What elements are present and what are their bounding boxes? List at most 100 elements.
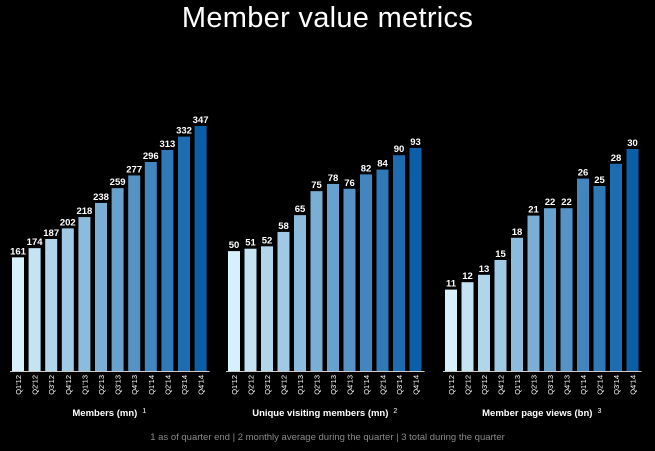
chart-2-data-label: 76 [344,178,355,189]
footnote: 1 as of quarter end | 2 monthly average … [150,432,505,443]
chart-1-bar [178,136,190,371]
chart-1-tick-label: Q3'13 [114,375,123,395]
chart-3-data-label: 22 [561,197,572,208]
chart-3-tick-label: Q3'14 [612,375,621,395]
chart-3-tick-label: Q4'13 [563,375,572,395]
chart-2-tick-label: Q4'13 [346,375,355,395]
chart-3-tick-label: Q2'14 [596,375,605,395]
chart-2-bar [261,246,273,371]
chart-3-tick-label: Q4'12 [497,375,506,395]
chart-3-bar [511,237,523,371]
chart-1-bar [78,217,91,371]
chart-2-tick-label: Q4'14 [412,375,421,395]
chart-3-data-label: 30 [627,138,638,149]
chart-2-bar [393,155,405,371]
chart-2-tick-label: Q4'12 [280,375,289,395]
chart-1-bar [95,202,107,371]
chart-1-data-label: 296 [143,151,159,162]
chart-3-data-label: 21 [528,205,539,216]
chart-3-tick-label: Q4'14 [629,375,638,395]
chart-1-data-label: 202 [60,217,76,228]
chart-2-data-label: 93 [410,137,421,148]
chart-2-footnote-marker: 2 [393,408,397,415]
chart-2-bar [277,231,290,371]
chart-1-data-label: 161 [10,246,27,257]
chart-3-bar [445,289,457,371]
chart-3-bar [461,282,474,371]
chart-2-data-label: 84 [377,159,388,170]
chart-3-data-label: 22 [545,197,556,208]
chart-1-tick-label: Q2'12 [31,375,40,395]
chart-1-tick-label: Q2'13 [97,375,106,395]
chart-3-x-axis-label: Member page views (bn) 3 [482,408,601,419]
chart-2-data-label: 78 [328,173,339,184]
chart-2-data-label: 50 [229,240,240,251]
chart-2-data-label: 58 [278,221,289,232]
chart-1-tick-label: Q1'12 [14,375,23,395]
chart-1-bar [28,248,41,371]
chart-1-bar [111,188,124,371]
chart-3-data-label: 13 [479,264,490,275]
chart-2-bar [376,169,389,371]
chart-2-data-label: 75 [311,180,322,191]
chart-2-data-label: 82 [361,163,372,174]
chart-1-data-label: 259 [110,177,126,188]
chart-1-bar [12,257,24,371]
chart-1-bar [194,126,207,371]
chart-1-x-axis-label: Members (mn) 1 [72,408,146,419]
chart-1-tick-label: Q1'13 [80,375,89,395]
chart-2-tick-label: Q2'12 [247,375,256,395]
chart-2-bar [343,188,356,371]
chart-1-data-label: 277 [126,164,142,175]
chart-1-bar [45,238,58,371]
chart-3-tick-label: Q3'12 [480,375,489,395]
chart-1-data-label: 238 [93,192,109,203]
chart-3-bar [626,149,639,371]
chart-2-bar [360,174,372,371]
chart-3-tick-label: Q3'13 [546,375,555,395]
chart-3-bar [544,208,556,371]
chart-3-bar [478,274,490,371]
chart-3-data-label: 12 [462,271,473,282]
chart-3-footnote-marker: 3 [597,408,601,415]
chart-2-bar [409,148,422,371]
chart-3-data-label: 28 [611,153,622,164]
chart-1-tick-label: Q4'12 [64,375,73,395]
chart-1-data-label: 332 [176,126,192,137]
chart-3-data-label: 11 [446,279,457,290]
chart-1-data-label: 347 [193,115,209,126]
page-title: Member value metrics [181,2,474,34]
chart-3-data-label: 15 [495,249,506,260]
chart-1-bar [144,162,157,371]
chart-1-data-label: 218 [76,206,92,217]
chart-3-tick-label: Q1'13 [513,375,522,395]
chart-1-data-label: 174 [27,237,44,248]
chart-3-bar [593,186,606,371]
chart-3-data-label: 18 [512,227,523,238]
chart-1-tick-label: Q3'14 [180,375,189,395]
chart-1-tick-label: Q2'14 [163,375,172,395]
chart-3-bar [577,178,589,371]
chart-2-bar [327,183,339,371]
chart-2-bar [228,251,240,371]
chart-2-tick-label: Q2'14 [379,375,388,395]
chart-3-bar [560,208,573,371]
chart-3-bar [494,260,507,371]
chart-2-tick-label: Q1'14 [362,375,371,395]
chart-2-bar [244,248,257,371]
chart-3-data-label: 25 [594,175,605,186]
chart-3-tick-label: Q2'12 [464,375,473,395]
chart-2-bar [310,191,323,371]
chart-3-tick-label: Q1'12 [447,375,456,395]
chart-2-bar [294,215,306,371]
chart-1-data-label: 313 [159,139,175,150]
chart-1-tick-label: Q4'14 [197,375,206,395]
chart-1-tick-label: Q3'12 [47,375,56,395]
chart-3-data-label: 26 [578,168,589,179]
chart-1-bar [161,150,174,371]
chart-2-data-label: 90 [394,144,405,155]
chart-1-bar [128,175,141,371]
chart-2-tick-label: Q1'13 [296,375,305,395]
chart-1-data-label: 187 [43,228,59,239]
